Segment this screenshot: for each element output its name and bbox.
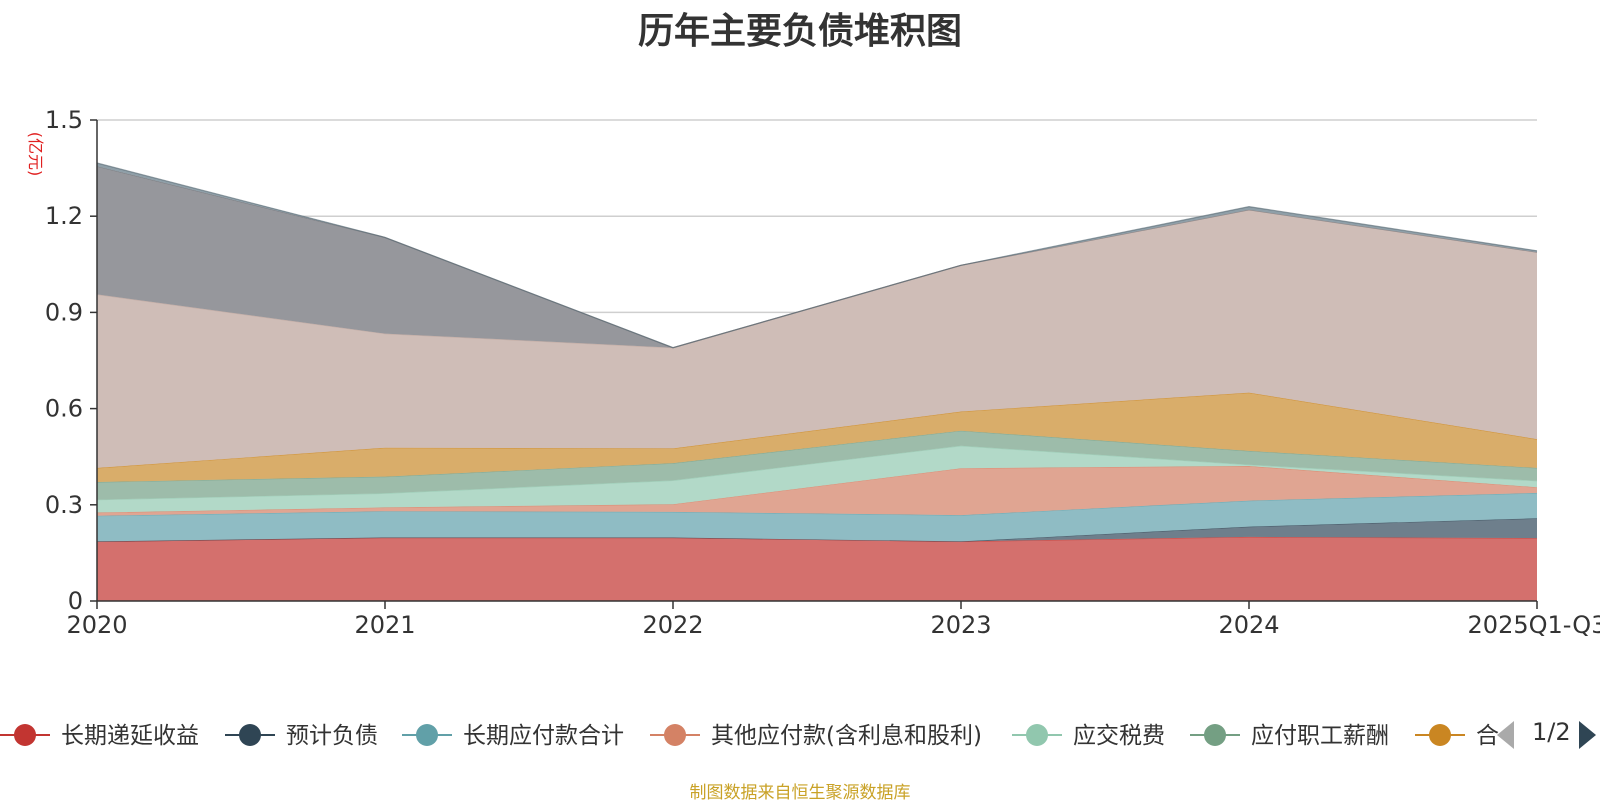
legend-item-4[interactable]: 应交税费 — [1012, 723, 1165, 749]
data-source-note: 制图数据来自恒生聚源数据库 — [689, 783, 911, 803]
area-7 — [97, 209, 1537, 468]
legend-item-0[interactable]: 长期递延收益 — [0, 723, 199, 749]
x-tick-label: 2024 — [1218, 611, 1279, 639]
legend-item-6[interactable] — [1415, 724, 1465, 746]
axes: 0 0.3 0.6 0.9 1.2 1.5 2020 2021 2022 2023 2024 2025… — [45, 106, 1600, 639]
x-tick-label: 2022 — [642, 611, 703, 639]
y-tick-label: 1.5 — [45, 106, 83, 134]
x-tick-label: 2023 — [930, 611, 991, 639]
legend-marker-icon — [416, 724, 438, 746]
y-tick-label: 0.3 — [45, 491, 83, 519]
pager-next-arrow-icon[interactable] — [1579, 721, 1596, 749]
area-4 — [97, 445, 1537, 513]
legend-item-5[interactable]: 应付职工薪酬 — [1190, 723, 1389, 749]
area-2 — [97, 492, 1537, 542]
legend-item-3[interactable]: 其他应付款(含利息和股利) — [650, 723, 982, 749]
legend-label: 应付职工薪酬 — [1251, 723, 1389, 749]
chart-title: 历年主要负债堆积图 — [637, 11, 962, 52]
legend-label: 长期递延收益 — [61, 723, 199, 749]
area-8 — [97, 166, 1537, 348]
legend-marker-icon — [1026, 724, 1048, 746]
legend-marker-icon — [664, 724, 686, 746]
legend-marker-icon — [239, 724, 261, 746]
legend-label: 预计负债 — [286, 723, 378, 749]
pager-prev-arrow-icon[interactable] — [1497, 721, 1514, 749]
legend-label-truncated: 合 — [1476, 723, 1499, 749]
y-tick-label: 0.6 — [45, 395, 83, 423]
x-tick-label: 2020 — [66, 611, 127, 639]
legend-label: 长期应付款合计 — [463, 723, 624, 749]
legend-marker-icon — [1429, 724, 1451, 746]
y-tick-label: 0.9 — [45, 298, 83, 326]
legend-item-1[interactable]: 预计负债 — [225, 723, 378, 749]
area-series — [96, 162, 1538, 601]
area-1 — [97, 518, 1537, 542]
legend-marker-icon — [1204, 724, 1226, 746]
y-tick-label: 0 — [68, 587, 83, 615]
area-5 — [97, 430, 1537, 500]
area-3 — [97, 466, 1537, 516]
legend: 长期递延收益 预计负债 长期应付款合计 其他应付款(含利息和股利) 应交税费 应付职工薪酬… — [0, 721, 1596, 749]
legend-marker-icon — [14, 724, 36, 746]
y-tick-label: 1.2 — [45, 202, 83, 230]
area-0 — [97, 536, 1537, 601]
area-6 — [97, 392, 1537, 482]
x-tick-label: 2025Q1-Q3 — [1468, 611, 1600, 639]
legend-label: 应交税费 — [1073, 723, 1165, 749]
x-tick-label: 2021 — [354, 611, 415, 639]
legend-label: 其他应付款(含利息和股利) — [711, 723, 982, 749]
legend-item-2[interactable]: 长期应付款合计 — [402, 723, 624, 749]
series-line-9 — [96, 162, 1538, 349]
legend-page-indicator: 1/2 — [1532, 718, 1571, 746]
